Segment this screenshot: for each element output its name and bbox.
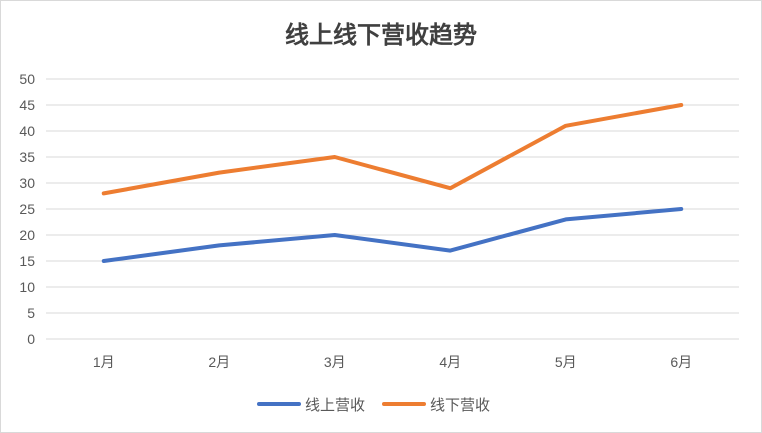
series-lines bbox=[101, 103, 684, 263]
y-tick-label: 50 bbox=[19, 71, 35, 87]
y-tick-label: 45 bbox=[19, 97, 35, 113]
y-tick-label: 40 bbox=[19, 123, 35, 139]
y-tick-label: 20 bbox=[19, 227, 35, 243]
y-tick-label: 10 bbox=[19, 279, 35, 295]
x-tick-label: 2月 bbox=[208, 354, 230, 370]
chart-title: 线上线下营收趋势 bbox=[285, 21, 477, 49]
y-tick-label: 25 bbox=[19, 201, 35, 217]
legend: 线上营收 线下营收 bbox=[257, 396, 490, 414]
y-tick-label: 0 bbox=[27, 331, 35, 347]
y-tick-label: 5 bbox=[27, 305, 35, 321]
x-tick-label: 5月 bbox=[555, 354, 577, 370]
legend-label: 线上营收 bbox=[305, 396, 365, 414]
x-tick-label: 6月 bbox=[670, 354, 692, 370]
y-tick-label: 15 bbox=[19, 253, 35, 269]
y-axis-tick-labels: 0 5 10 15 20 25 30 35 40 45 50 bbox=[19, 71, 35, 347]
x-tick-label: 3月 bbox=[324, 354, 346, 370]
series-line-2 bbox=[101, 103, 684, 196]
y-tick-label: 35 bbox=[19, 149, 35, 165]
series-line-1 bbox=[101, 207, 684, 263]
y-tick-label: 30 bbox=[19, 175, 35, 191]
x-tick-label: 1月 bbox=[93, 354, 115, 370]
legend-label: 线下营收 bbox=[430, 396, 490, 414]
gridlines bbox=[46, 78, 739, 340]
x-axis-tick-labels: 1月 2月 3月 4月 5月 6月 bbox=[93, 354, 692, 370]
x-tick-label: 4月 bbox=[439, 354, 461, 370]
